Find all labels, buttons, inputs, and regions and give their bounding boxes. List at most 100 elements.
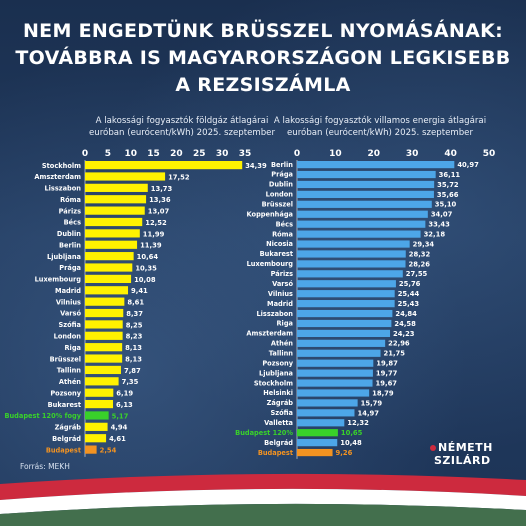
gas-value-label: 13,07 xyxy=(148,208,170,216)
gas-category-label: Madrid xyxy=(55,287,81,295)
gas-category-label: Róma xyxy=(60,196,81,204)
gas-category-label: Bécs xyxy=(64,219,81,227)
electricity-category-label: Valletta xyxy=(264,419,293,427)
gas-bar xyxy=(85,195,147,204)
gas-category-label: Vilnius xyxy=(56,298,81,306)
gas-value-label: 8,13 xyxy=(125,355,142,363)
gas-bar xyxy=(85,240,138,249)
gas-x-tick-label: 0 xyxy=(82,149,88,159)
electricity-x-tick-label: 10 xyxy=(329,149,342,159)
gas-category-label: Párizs xyxy=(59,207,81,215)
electricity-value-label: 32,18 xyxy=(424,231,446,239)
gas-category-label: London xyxy=(54,333,82,341)
gas-category-label: Lisszabon xyxy=(44,185,81,193)
electricity-x-tick-label: 30 xyxy=(406,149,419,159)
electricity-category-label: Riga xyxy=(276,320,293,328)
electricity-bar xyxy=(297,161,455,169)
gas-category-label: Belgrád xyxy=(52,435,81,443)
electricity-category-label: Koppenhága xyxy=(247,210,293,218)
electricity-bar xyxy=(297,200,432,208)
electricity-value-label: 15,79 xyxy=(361,399,383,407)
gas-value-label: 10,08 xyxy=(134,276,156,284)
flag-red-stripe xyxy=(0,473,526,500)
gas-category-label: Luxembourg xyxy=(35,276,82,284)
electricity-bar xyxy=(297,389,370,397)
gas-bar xyxy=(85,354,123,363)
electricity-value-label: 19,87 xyxy=(376,360,398,368)
gas-value-label: 6,19 xyxy=(116,390,133,398)
electricity-value-label: 25,44 xyxy=(398,290,420,298)
electricity-bar xyxy=(297,339,386,347)
electricity-bar xyxy=(297,379,373,387)
electricity-value-label: 18,79 xyxy=(372,389,394,397)
gas-value-label: 11,99 xyxy=(143,230,165,238)
electricity-value-label: 24,58 xyxy=(394,320,416,328)
gas-value-label: 4,61 xyxy=(109,435,126,443)
gas-value-label: 34,39 xyxy=(245,162,267,170)
flag-white-stripe xyxy=(0,488,526,514)
gas-bar xyxy=(85,274,132,283)
gas-value-label: 7,35 xyxy=(122,378,139,386)
gas-bar xyxy=(85,252,134,261)
electricity-value-label: 33,43 xyxy=(428,221,450,229)
gas-x-tick-label: 5 xyxy=(105,149,111,159)
electricity-category-label: Lisszabon xyxy=(256,310,293,318)
electricity-chart: A lakossági fogyasztók villamos energia … xyxy=(235,115,495,459)
gas-bar xyxy=(85,331,123,340)
gas-chart-title-line-1: A lakossági fogyasztók földgáz átlagárai xyxy=(96,115,269,126)
electricity-value-label: 35,10 xyxy=(435,201,457,209)
electricity-value-label: 35,72 xyxy=(437,181,459,189)
electricity-category-label: London xyxy=(266,191,294,199)
electricity-category-label: Prága xyxy=(271,171,293,179)
gas-bar xyxy=(85,411,109,420)
gas-category-label: Prága xyxy=(59,264,81,272)
electricity-category-label: Athén xyxy=(271,340,293,348)
electricity-value-label: 10,65 xyxy=(341,429,363,437)
electricity-category-label: Bukarest xyxy=(260,250,293,258)
electricity-bar xyxy=(297,300,395,308)
electricity-bar xyxy=(297,280,396,288)
gas-value-label: 13,36 xyxy=(149,196,171,204)
electricity-bar xyxy=(297,369,373,377)
electricity-value-label: 14,97 xyxy=(357,409,379,417)
electricity-value-label: 35,66 xyxy=(437,191,459,199)
electricity-x-tick-label: 20 xyxy=(368,149,381,159)
gas-chart-title-line-2: euróban (eurócent/kWh) 2025. szeptember xyxy=(89,127,275,138)
electricity-value-label: 9,26 xyxy=(336,449,353,457)
electricity-category-label: Madrid xyxy=(267,300,293,308)
gas-bar xyxy=(85,434,107,443)
gas-category-label: Varsó xyxy=(60,310,81,318)
page-title: NEM ENGEDTÜNK BRÜSSZEL NYOMÁSÁNAK: TOVÁB… xyxy=(0,18,526,99)
gas-bar xyxy=(85,343,123,352)
electricity-value-label: 28,26 xyxy=(409,260,431,268)
electricity-bar xyxy=(297,290,395,298)
electricity-category-label: Róma xyxy=(272,230,293,238)
electricity-bar xyxy=(297,349,381,357)
electricity-category-label: Budapest xyxy=(258,449,293,457)
electricity-bar xyxy=(297,220,426,228)
gas-x-tick-label: 15 xyxy=(147,149,160,159)
electricity-bar xyxy=(297,448,333,457)
gas-value-label: 12,52 xyxy=(145,219,167,227)
electricity-category-label: Bécs xyxy=(276,220,293,228)
gas-chart: A lakossági fogyasztók földgáz átlagárai… xyxy=(4,115,275,457)
gas-category-label: Tallinn xyxy=(57,367,82,375)
gas-value-label: 5,17 xyxy=(112,412,129,420)
gas-bar xyxy=(85,217,143,227)
electricity-category-label: Szófia xyxy=(271,409,293,417)
electricity-bar xyxy=(297,180,435,189)
electricity-category-label: Dublin xyxy=(269,181,293,189)
electricity-value-label: 29,34 xyxy=(413,240,435,248)
logo-line-1-text: NÉMETH xyxy=(438,441,493,454)
gas-bar xyxy=(85,422,108,431)
electricity-bar xyxy=(297,399,358,407)
electricity-category-label: Párizs xyxy=(271,270,293,278)
electricity-bar xyxy=(297,319,392,328)
gas-bar xyxy=(85,297,125,306)
electricity-chart-title-line-1: A lakossági fogyasztók villamos energia … xyxy=(274,115,486,126)
gas-value-label: 8,25 xyxy=(126,321,143,329)
gas-value-label: 8,37 xyxy=(126,310,143,318)
gas-x-tick-label: 35 xyxy=(239,149,252,159)
electricity-bar xyxy=(297,250,406,258)
logo-flag-icon xyxy=(430,445,436,451)
